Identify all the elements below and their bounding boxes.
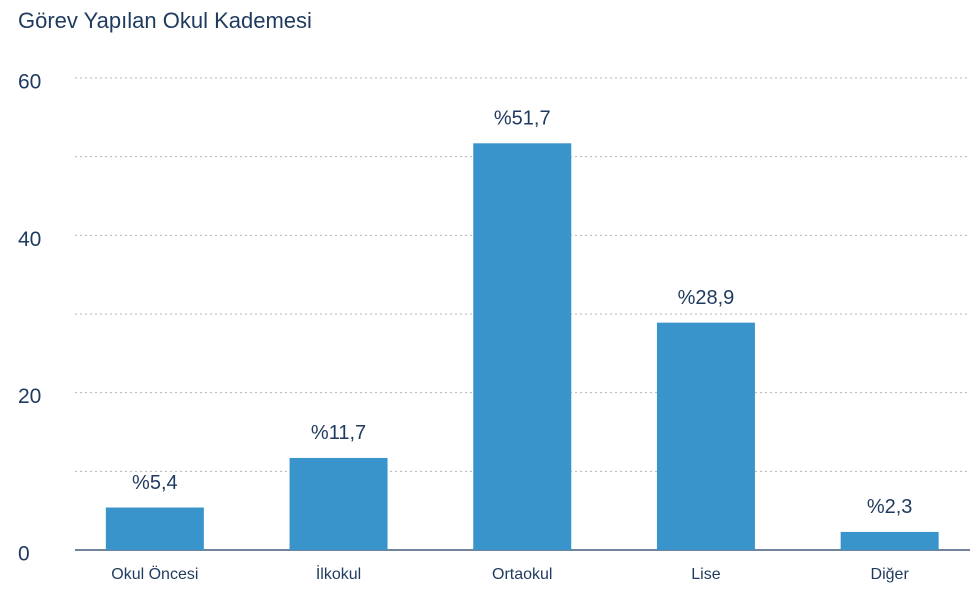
data-label: %28,9 bbox=[678, 287, 735, 309]
bar bbox=[840, 531, 939, 550]
bar bbox=[105, 507, 204, 550]
bar bbox=[289, 457, 388, 550]
y-tick-label: 60 bbox=[18, 71, 41, 94]
x-tick-label: Ortaokul bbox=[492, 566, 552, 583]
chart-title: Görev Yapılan Okul Kademesi bbox=[18, 8, 312, 33]
x-tick-label: Lise bbox=[691, 566, 720, 583]
y-tick-label: 40 bbox=[18, 228, 41, 251]
data-label: %51,7 bbox=[494, 108, 551, 130]
y-tick-label: 0 bbox=[18, 543, 30, 566]
data-label: %2,3 bbox=[867, 496, 913, 518]
data-label: %5,4 bbox=[132, 472, 178, 494]
bar bbox=[473, 143, 572, 550]
bar bbox=[656, 322, 755, 550]
x-tick-label: İlkokul bbox=[316, 564, 361, 583]
data-label: %11,7 bbox=[311, 422, 366, 444]
x-tick-label: Diğer bbox=[871, 566, 910, 583]
x-tick-label: Okul Öncesi bbox=[111, 565, 198, 583]
y-tick-label: 20 bbox=[18, 385, 41, 408]
